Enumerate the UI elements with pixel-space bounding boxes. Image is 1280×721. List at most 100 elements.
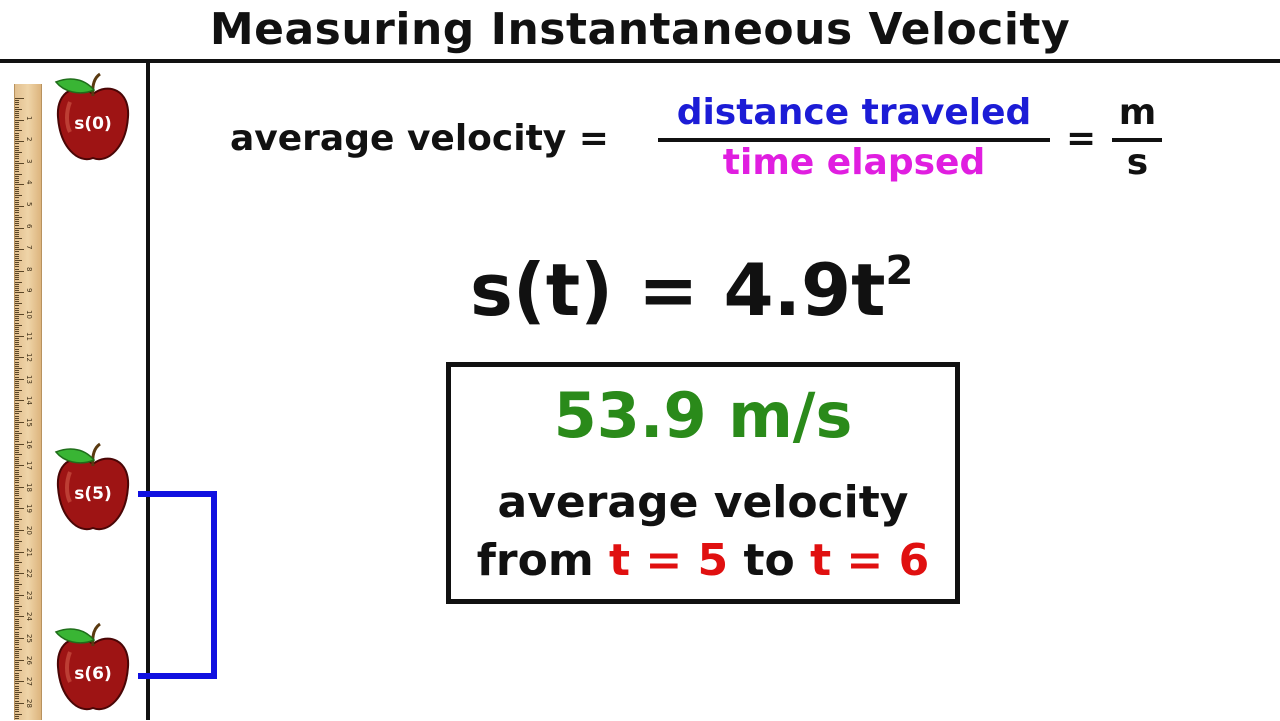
ruler-tick	[15, 685, 19, 687]
ruler-tick	[15, 504, 19, 506]
ruler-number: 4	[25, 180, 33, 185]
ruler-tick	[15, 603, 19, 605]
ruler-number: 12	[25, 353, 33, 363]
ruler-tick	[15, 378, 24, 380]
ruler-tick	[15, 419, 19, 421]
ruler-tick	[15, 484, 19, 486]
ruler-tick	[15, 385, 19, 387]
unit-denominator: s	[1126, 142, 1149, 183]
ruler-tick	[15, 663, 19, 665]
ruler-tick	[15, 126, 19, 128]
ruler-tick	[15, 495, 19, 497]
ruler-tick	[15, 391, 19, 393]
ruler-tick	[15, 601, 19, 603]
ruler-tick	[15, 188, 19, 190]
ruler-tick	[15, 534, 19, 536]
ruler-number: 13	[25, 374, 33, 384]
ruler-tick	[15, 290, 19, 292]
ruler-tick	[15, 700, 19, 702]
ruler-tick	[15, 262, 19, 264]
ruler-tick	[15, 564, 19, 566]
interval-to: to	[728, 535, 811, 586]
ruler-tick	[15, 272, 19, 274]
ruler-tick	[15, 156, 19, 158]
ruler-tick	[15, 102, 19, 104]
ruler-tick	[15, 683, 19, 685]
ruler-number: 11	[25, 331, 33, 341]
ruler-tick	[15, 331, 19, 333]
position-equation-base: s(t) = 4.9t	[470, 248, 886, 332]
ruler-tick	[15, 249, 24, 251]
ruler-tick	[15, 337, 19, 339]
ruler-tick	[15, 184, 24, 186]
ruler-tick	[15, 255, 19, 257]
ruler-tick	[15, 190, 19, 192]
ruler-tick	[15, 650, 19, 652]
ruler-tick	[15, 519, 22, 521]
ruler-tick	[15, 681, 24, 683]
ruler-tick	[15, 482, 19, 484]
result-box: 53.9 m/s average velocity from t = 5 to …	[446, 362, 960, 604]
ruler-tick	[15, 480, 19, 482]
ruler-tick	[15, 285, 19, 287]
ruler-tick	[15, 584, 22, 585]
ruler-tick	[15, 491, 19, 493]
ruler-number: 5	[25, 202, 33, 207]
ruler-tick	[15, 488, 19, 490]
ruler-tick	[15, 666, 19, 668]
ruler-tick	[15, 510, 19, 512]
ruler-tick	[15, 350, 19, 352]
apple-label: s(0)	[74, 114, 112, 134]
ruler-tick	[15, 532, 19, 534]
ruler-tick	[15, 383, 19, 385]
ruler-tick	[15, 203, 19, 205]
ruler-tick	[15, 374, 19, 376]
ruler-tick	[15, 128, 19, 130]
ruler-tick	[15, 387, 19, 389]
ruler-tick	[15, 551, 24, 553]
ruler-tick	[15, 344, 19, 346]
ruler-tick	[15, 108, 22, 110]
ruler-tick	[15, 210, 19, 212]
ruler-tick	[15, 396, 19, 398]
ruler-tick	[15, 553, 19, 555]
interval-end: t = 6	[810, 535, 930, 586]
ruler-tick	[15, 346, 22, 348]
ruler-tick	[15, 568, 19, 570]
ruler-tick	[15, 629, 19, 631]
ruler-tick	[15, 521, 19, 523]
ruler-tick	[15, 201, 19, 203]
ruler-tick	[15, 614, 19, 616]
ruler-tick	[15, 460, 19, 462]
interval-bracket	[138, 491, 217, 679]
ruler-number: 17	[25, 461, 33, 471]
ruler-number: 26	[25, 655, 33, 665]
ruler-tick	[15, 100, 19, 102]
ruler-tick	[15, 182, 19, 184]
ruler-tick	[15, 221, 19, 223]
ruler-tick	[15, 473, 19, 475]
ruler-tick	[15, 439, 19, 441]
ruler-tick	[15, 253, 19, 255]
ruler-tick	[15, 288, 19, 290]
ruler-tick	[15, 193, 19, 195]
ruler-tick	[15, 443, 24, 445]
ruler-tick	[15, 352, 19, 354]
ruler-tick	[15, 596, 19, 598]
ruler-tick	[15, 413, 19, 415]
ruler-tick	[15, 672, 19, 674]
ruler-tick	[15, 571, 19, 573]
ruler-tick	[15, 709, 19, 711]
ruler-number: 7	[25, 245, 33, 250]
ruler-number: 15	[25, 418, 33, 427]
ruler-tick	[15, 329, 19, 331]
ruler-tick	[15, 180, 19, 182]
ruler-tick	[15, 171, 19, 173]
ruler-number: 25	[25, 634, 33, 643]
ruler-tick	[15, 339, 19, 341]
ruler-tick	[15, 197, 19, 199]
ruler-tick	[15, 275, 19, 277]
ruler-tick	[15, 424, 19, 426]
ruler-tick	[15, 199, 19, 201]
ruler-tick	[15, 618, 19, 620]
